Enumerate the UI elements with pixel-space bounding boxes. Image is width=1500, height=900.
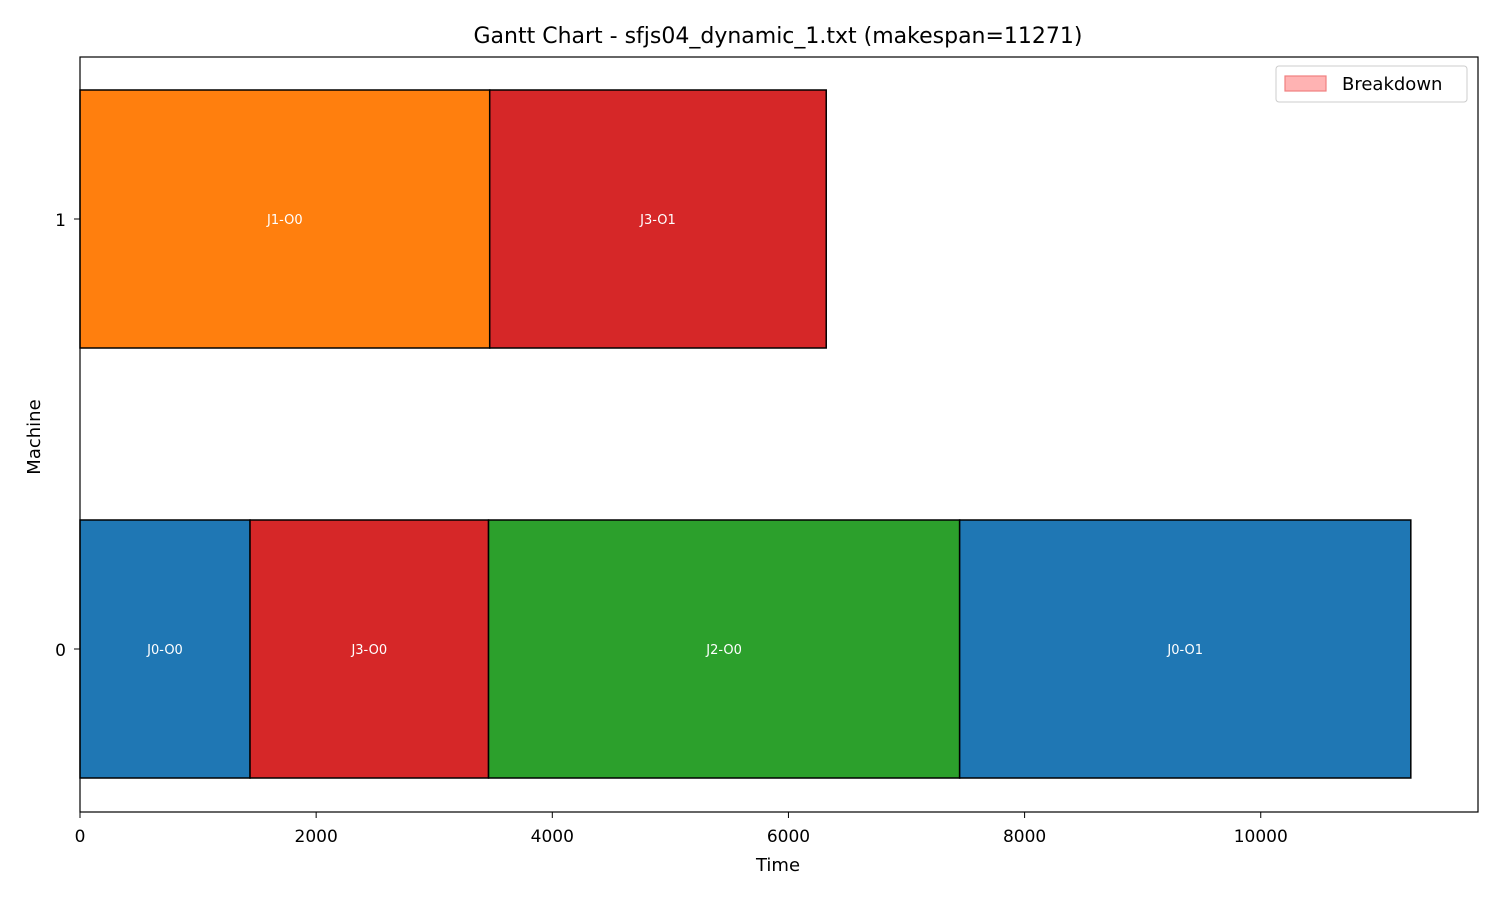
task-bar-j0-o1 (958, 519, 1412, 779)
task-bar-j2-o0 (487, 519, 961, 779)
x-tick-label: 4000 (531, 827, 574, 847)
task-label-j3-o0: J3-O0 (350, 643, 387, 658)
y-axis-label: Machine (24, 399, 45, 474)
legend-swatch-breakdown (1284, 75, 1327, 92)
x-tick-label: 6000 (767, 827, 810, 847)
task-bar-j1-o0 (79, 89, 491, 349)
x-axis-ticks: 0 2000 4000 6000 8000 10000 (75, 812, 1288, 847)
task-label-j3-o1: J3-O1 (639, 213, 676, 228)
y-tick-label: 1 (55, 211, 66, 231)
y-tick-label: 0 (55, 641, 66, 661)
x-axis-label: Time (755, 855, 800, 876)
task-label-j0-o1: J0-O1 (1166, 643, 1203, 658)
x-tick-label: 2000 (295, 827, 338, 847)
y-axis-ticks: 01 (55, 211, 80, 661)
task-label-j0-o0: J0-O0 (146, 643, 183, 658)
x-tick-label: 0 (75, 827, 86, 847)
task-label-j2-o0: J2-O0 (705, 643, 742, 658)
chart-title: Gantt Chart - sfjs04_dynamic_1.txt (make… (473, 24, 1082, 49)
legend-label-breakdown: Breakdown (1342, 74, 1442, 95)
task-bar-j0-o0 (79, 519, 251, 779)
task-bar-j3-o0 (249, 519, 490, 779)
bars-group: J0-O0 J3-O0 J2-O0 J0-O1 J1-O0 J3-O1 (79, 89, 1412, 779)
legend: Breakdown (1275, 65, 1468, 103)
task-label-j1-o0: J1-O0 (266, 213, 303, 228)
x-tick-label: 8000 (1003, 827, 1046, 847)
task-bar-j3-o1 (488, 89, 827, 349)
legend-frame (1275, 65, 1468, 103)
plot-area-frame (79, 56, 1479, 813)
x-tick-label: 10000 (1234, 827, 1288, 847)
